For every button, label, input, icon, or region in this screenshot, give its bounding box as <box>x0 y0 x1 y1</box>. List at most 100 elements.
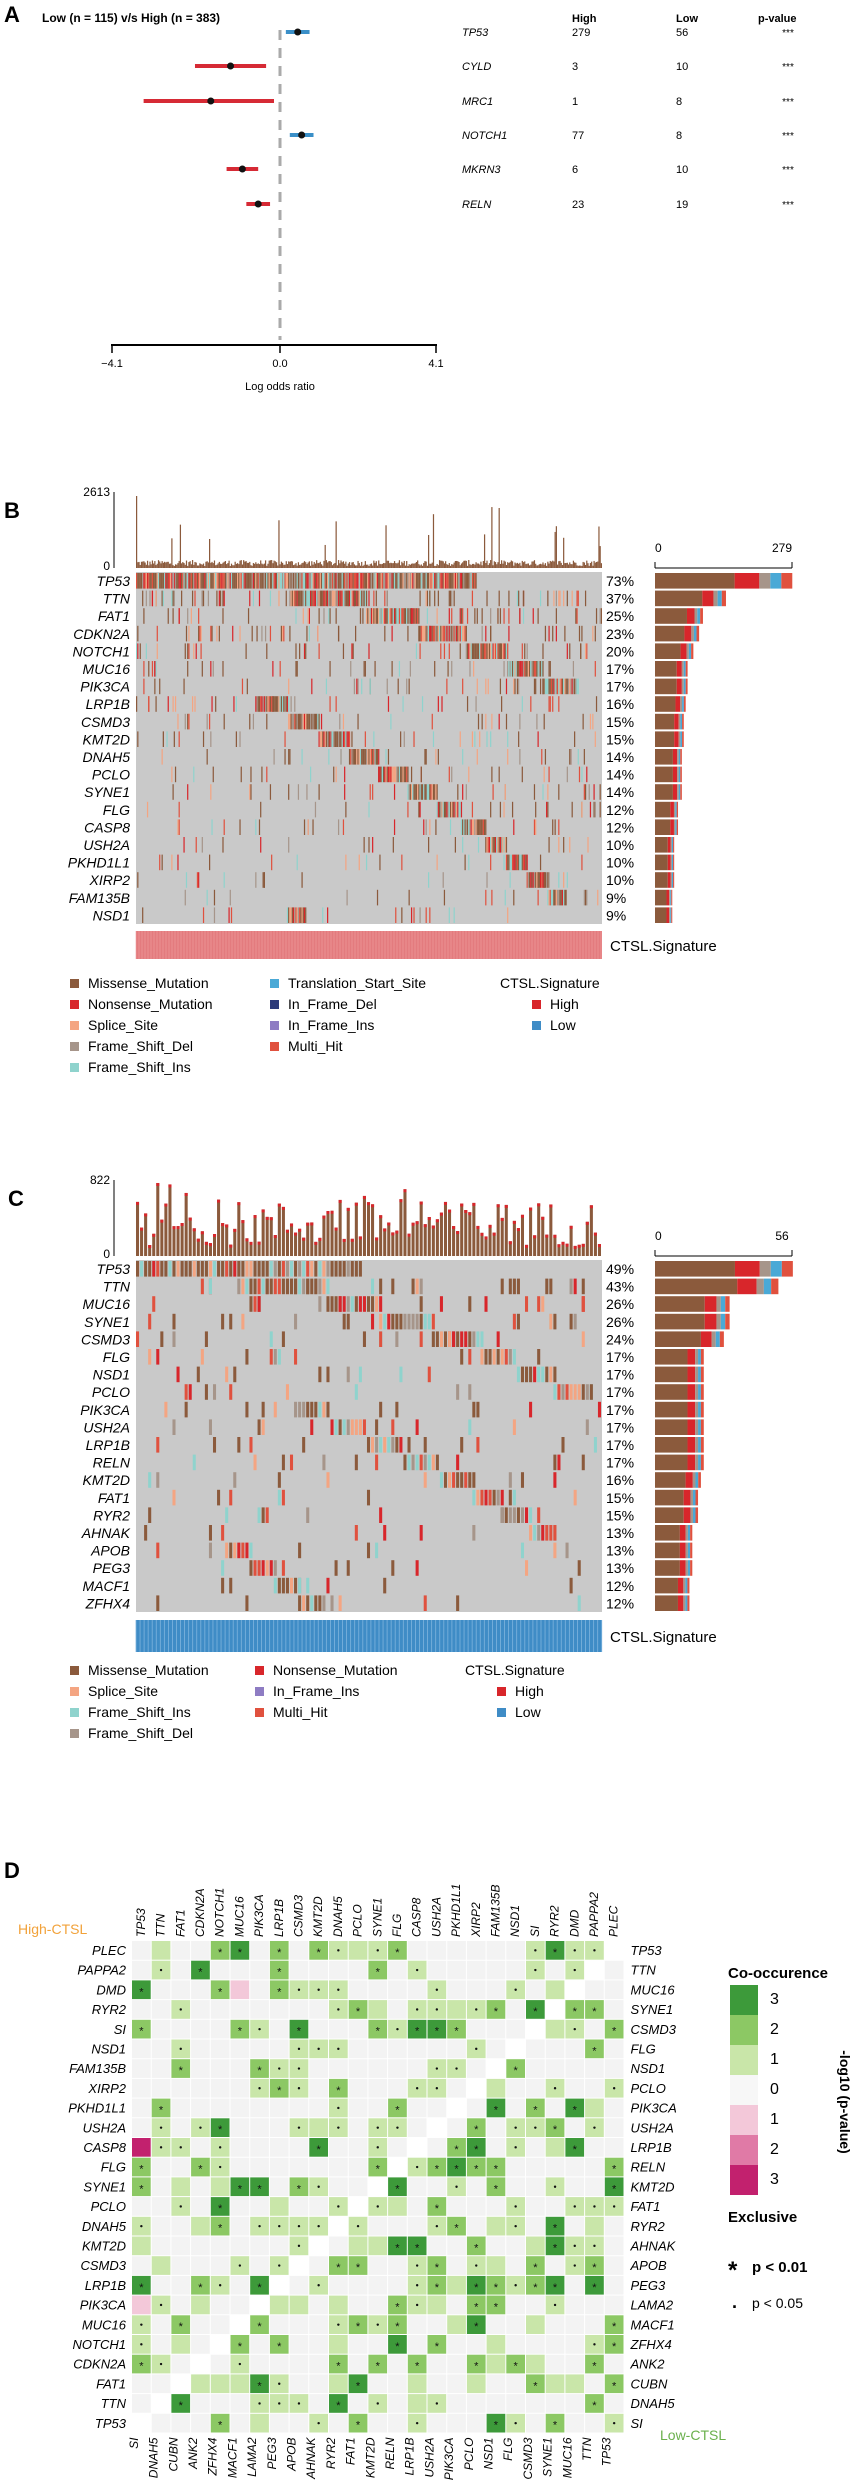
mutation-cell <box>372 837 374 853</box>
mutation-cell <box>537 1525 541 1541</box>
interaction-cell <box>210 2394 230 2413</box>
interaction-cell <box>289 2413 309 2433</box>
mutation-cell <box>249 1261 253 1277</box>
low-right-label: DNAH5 <box>631 2396 676 2411</box>
mutation-cell <box>302 1401 306 1418</box>
mutation-cell <box>300 713 302 730</box>
significance-mark: * <box>257 2065 262 2077</box>
gene-label: PEG3 <box>93 1560 131 1576</box>
interaction-cell <box>388 2394 407 2413</box>
mutation-cell <box>300 573 302 589</box>
mutation-cell <box>452 1331 456 1347</box>
gene-bar-segment <box>655 1507 684 1523</box>
interaction-cell <box>329 2216 348 2236</box>
mutation-cell <box>338 1595 342 1611</box>
mutation-cell <box>446 625 448 642</box>
interaction-cell <box>269 2413 289 2433</box>
mutation-cell <box>160 1331 164 1347</box>
tmb-bar <box>273 1235 277 1256</box>
mutation-cell <box>239 573 241 589</box>
tmb-bar-segment <box>387 1222 391 1226</box>
mutation-cell <box>516 1313 520 1330</box>
mutation-cell <box>379 1296 383 1312</box>
mutation-cell <box>266 713 268 730</box>
mutation-cell <box>592 713 594 730</box>
mutation-cell <box>142 590 144 607</box>
mutation-cell <box>148 661 150 677</box>
interaction-cell <box>506 1960 525 1980</box>
gene-bar-axis-max: 56 <box>775 1229 789 1243</box>
significance-mark: * <box>553 2420 558 2432</box>
mutation-cell <box>148 573 150 589</box>
mutation-cell <box>586 889 588 906</box>
gene-pct: 10% <box>606 837 634 853</box>
low-bottom-label: RYR2 <box>324 2437 338 2469</box>
tmb-bar <box>149 561 151 568</box>
mutation-cell <box>521 854 523 871</box>
mutation-cell <box>253 1261 257 1277</box>
mutation-cell <box>361 749 363 765</box>
significance-mark: * <box>277 2085 282 2097</box>
high-top-label: KMT2D <box>311 1896 325 1937</box>
tmb-bar-segment <box>184 1192 188 1196</box>
high-count: 77 <box>572 130 584 142</box>
mutation-cell <box>249 573 251 589</box>
tmb-bar-segment <box>241 1220 245 1224</box>
interaction-cell <box>585 2098 604 2118</box>
gene-bar-segment <box>683 1577 686 1594</box>
mutation-cell <box>208 1419 212 1435</box>
gene-bar-segment <box>671 889 673 906</box>
tmb-bar-segment <box>140 1227 144 1231</box>
interaction-cell <box>388 2078 407 2098</box>
mutation-cell <box>157 573 160 589</box>
mutation-cell <box>595 608 598 624</box>
interaction-cell <box>191 2413 210 2433</box>
interaction-cell <box>368 2295 388 2315</box>
mutation-cell <box>485 889 487 906</box>
interaction-cell <box>447 2354 466 2374</box>
mutation-cell <box>372 608 374 624</box>
tmb-bar-segment <box>261 1209 265 1213</box>
mutation-cell <box>454 801 456 818</box>
mutation-cell <box>351 590 353 607</box>
mutation-cell <box>531 872 533 888</box>
tmb-bar <box>542 562 544 568</box>
mutation-cell <box>522 590 525 607</box>
mutation-cell <box>171 590 173 607</box>
mutation-cell <box>356 573 358 589</box>
interaction-cell <box>407 2216 427 2236</box>
mutation-cell <box>191 573 194 589</box>
mutation-cell <box>456 1595 460 1611</box>
interaction-cell <box>545 2315 565 2334</box>
significance-mark: * <box>238 2341 243 2353</box>
mutation-cell <box>176 1366 180 1383</box>
mutation-cell <box>397 608 399 624</box>
tmb-bar <box>452 564 454 568</box>
mutation-cell <box>445 625 447 642</box>
interaction-cell <box>447 2335 466 2354</box>
tmb-bar-segment <box>472 1202 476 1206</box>
mutation-cell <box>396 608 398 624</box>
significance-dot <box>317 2224 320 2228</box>
mutation-cell <box>443 1472 448 1488</box>
point-estimate <box>298 131 306 139</box>
mutation-cell <box>533 872 536 888</box>
mutation-cell <box>177 573 179 589</box>
tmb-bar <box>545 1234 549 1256</box>
high-left-label: LRP1B <box>85 2278 127 2293</box>
mutation-cell <box>446 801 448 818</box>
mutation-cell <box>336 590 338 607</box>
mutation-cell <box>370 608 373 624</box>
mutation-cell <box>555 625 557 642</box>
mutation-cell <box>464 625 466 642</box>
mutation-cell <box>429 907 431 923</box>
gene-bar-segment <box>704 1296 717 1312</box>
mutation-cell <box>351 643 353 659</box>
mutation-cell <box>538 661 540 677</box>
mutation-cell <box>178 573 180 589</box>
low-bottom-label: CUBN <box>166 2437 180 2471</box>
mutation-cell <box>154 661 156 677</box>
tmb-bar-segment <box>294 1232 298 1236</box>
mutation-cell <box>401 766 403 783</box>
mutation-cell <box>479 731 481 747</box>
